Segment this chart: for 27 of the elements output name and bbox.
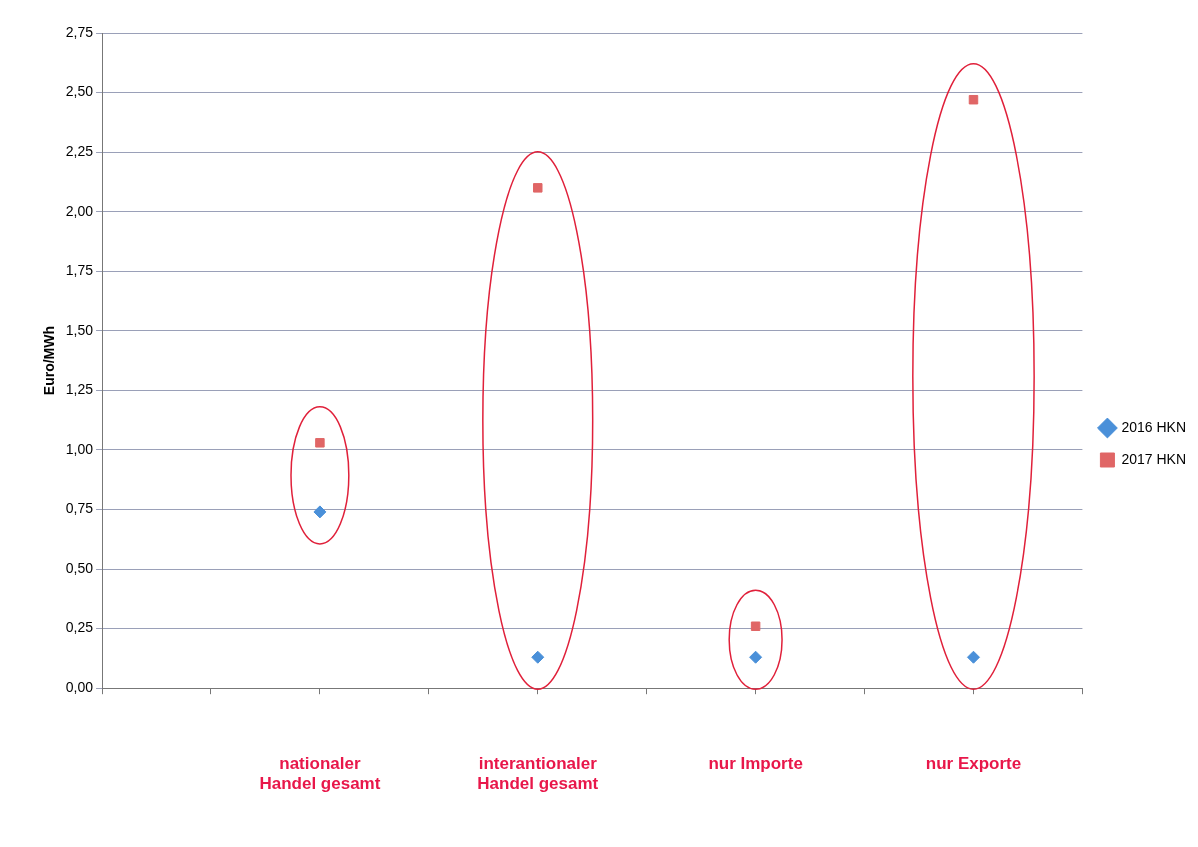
y-tick-label: 2,50 bbox=[65, 83, 94, 100]
point bbox=[750, 621, 761, 631]
y-tick-label: 0,00 bbox=[65, 679, 94, 696]
x-tick-label: nur Exporte bbox=[925, 754, 1022, 774]
legend-label: 2017 HKN bbox=[1121, 450, 1186, 467]
y-tick-label: 2,75 bbox=[65, 23, 94, 40]
y-tick-label: 2,25 bbox=[65, 142, 94, 159]
y-tick-label: 1,75 bbox=[65, 262, 94, 279]
point bbox=[313, 505, 327, 519]
y-tick-label: 2,00 bbox=[65, 202, 94, 219]
y-axis-title: Euro/MWh bbox=[41, 325, 58, 396]
y-tick-label: 1,00 bbox=[65, 440, 94, 457]
point bbox=[315, 438, 325, 448]
point bbox=[531, 650, 545, 664]
y-tick-label: 0,50 bbox=[65, 559, 94, 576]
x-tick-label: nationaler Handel gesamt bbox=[259, 754, 381, 794]
x-tick-label: interantionaler Handel gesamt bbox=[477, 754, 599, 794]
y-tick-label: 0,75 bbox=[65, 500, 94, 517]
point bbox=[968, 94, 979, 105]
point bbox=[966, 650, 980, 664]
legend-label: 2016 HKN bbox=[1121, 418, 1186, 435]
y-tick-label: 0,25 bbox=[65, 619, 94, 636]
point bbox=[749, 650, 763, 664]
point bbox=[533, 183, 543, 193]
y-tick-label: 1,25 bbox=[65, 381, 94, 398]
y-tick-label: 1,50 bbox=[65, 321, 94, 338]
x-tick-label: nur Importe bbox=[708, 754, 803, 774]
